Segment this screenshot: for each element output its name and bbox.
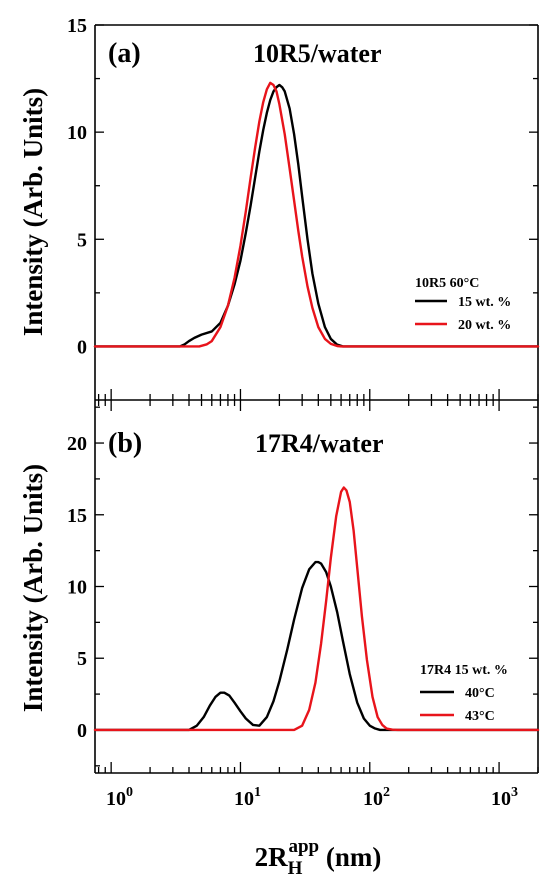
x-tick-label-2: 101: [234, 785, 261, 810]
panel-a-ytick-label: 10: [67, 122, 87, 144]
panel-b-legend-label-1: 40°C: [465, 686, 495, 701]
panel-b-ytick-label: 5: [77, 648, 87, 670]
panel-a-curves: [93, 81, 540, 348]
panel-b-ticks: 0 5 10 15 20: [67, 400, 539, 773]
panel-b-legend-title: 17R4 15 wt. %: [420, 663, 508, 678]
x-tick-label-1: 100: [106, 785, 133, 810]
panel-b-ytick-label: 20: [67, 433, 87, 455]
panel-a-legend-label-1: 15 wt. %: [458, 295, 511, 310]
panel-a-ytick-label: 0: [77, 336, 87, 358]
panel-a-ticks: 0 5 10 15: [67, 15, 539, 400]
panel-a: 0 5 10 15 (a) 10R5/water 10R5 60°C 15 wt. %…: [67, 15, 540, 400]
panel-a-legend-title: 10R5 60°C: [415, 276, 479, 291]
panel-a-title: 10R5/water: [253, 39, 382, 68]
panel-a-ytick-label: 5: [77, 229, 87, 251]
panel-b-ytick-label: 15: [67, 505, 87, 527]
panel-b-legend: 17R4 15 wt. % 40°C 43°C: [420, 663, 508, 724]
panel-b-legend-label-2: 43°C: [465, 709, 495, 724]
x-axis-label: 2RHapp (nm): [255, 836, 382, 879]
panel-a-series-1-line: [93, 83, 540, 348]
panel-b-ytick-label: 10: [67, 577, 87, 599]
panel-a-ytick-label: 15: [67, 15, 87, 37]
panel-b-curves: [93, 486, 540, 732]
panel-b-title: 17R4/water: [255, 429, 384, 458]
y-axis-label-b: Intensity (Arb. Units): [18, 464, 48, 712]
panel-b-series-1-line: [93, 560, 540, 732]
panel-a-label: (a): [108, 38, 141, 69]
panel-a-legend-label-2: 20 wt. %: [458, 318, 511, 333]
panel-b: 0 5 10 15 20 (b) 17R4/water 17R4 15 wt. % 40…: [67, 400, 540, 774]
panel-a-legend: 10R5 60°C 15 wt. % 20 wt. %: [415, 276, 511, 333]
x-tick-labels: 100 101 102 103: [106, 785, 518, 810]
x-tick-label-3: 102: [363, 785, 390, 810]
panel-b-series-2-line: [93, 486, 540, 732]
panel-a-series-2-line: [93, 81, 540, 348]
panel-b-label: (b): [108, 428, 142, 459]
y-axis-label-a: Intensity (Arb. Units): [18, 88, 48, 336]
panel-b-ytick-label: 0: [77, 720, 87, 742]
x-tick-label-4: 103: [491, 785, 518, 810]
